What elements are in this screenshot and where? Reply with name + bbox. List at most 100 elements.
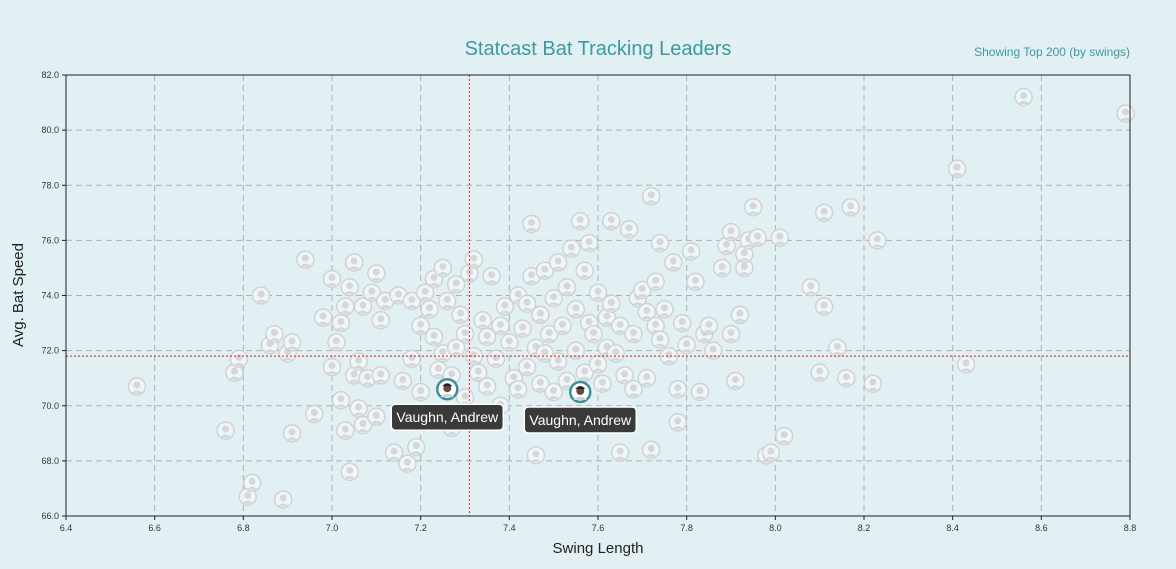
player-point[interactable]: [610, 316, 630, 336]
player-point[interactable]: [495, 297, 515, 316]
player-point[interactable]: [863, 374, 883, 393]
player-point[interactable]: [362, 283, 382, 302]
player-point[interactable]: [1014, 87, 1033, 107]
player-point[interactable]: [690, 382, 710, 402]
player-point[interactable]: [406, 437, 426, 457]
player-point[interactable]: [282, 333, 302, 352]
player-point[interactable]: [801, 277, 821, 297]
player-point[interactable]: [371, 366, 391, 385]
player-point[interactable]: [508, 379, 528, 399]
player-point[interactable]: [624, 324, 643, 344]
player-point[interactable]: [522, 214, 541, 234]
player-point[interactable]: [344, 253, 364, 272]
player-point[interactable]: [393, 371, 413, 391]
player-point[interactable]: [531, 305, 550, 325]
player-point[interactable]: [433, 258, 453, 278]
player-point[interactable]: [513, 319, 532, 338]
player-point[interactable]: [650, 233, 670, 253]
player-point[interactable]: [446, 338, 466, 358]
player-point[interactable]: [664, 253, 683, 272]
player-point[interactable]: [402, 291, 422, 311]
player-point[interactable]: [704, 341, 723, 360]
player-point[interactable]: [535, 344, 555, 363]
player-point[interactable]: [398, 454, 417, 473]
player-point[interactable]: [668, 379, 688, 399]
player-point[interactable]: [748, 228, 767, 247]
player-point[interactable]: [438, 291, 457, 311]
player-point[interactable]: [726, 371, 745, 391]
player-point[interactable]: [296, 250, 315, 269]
player-point[interactable]: [814, 203, 834, 223]
player-point[interactable]: [668, 413, 688, 432]
player-point[interactable]: [610, 443, 630, 462]
player-point[interactable]: [562, 239, 581, 258]
player-point[interactable]: [464, 250, 484, 269]
player-point[interactable]: [743, 198, 763, 217]
player-point[interactable]: [500, 333, 519, 352]
player-point[interactable]: [353, 415, 373, 435]
player-point[interactable]: [517, 294, 537, 314]
player-point[interactable]: [810, 363, 829, 382]
player-point[interactable]: [677, 335, 696, 355]
player-point[interactable]: [544, 289, 563, 308]
player-point[interactable]: [411, 316, 430, 336]
player-point[interactable]: [415, 283, 435, 302]
player-point[interactable]: [650, 330, 670, 349]
player-point[interactable]: [242, 473, 262, 493]
player-point[interactable]: [402, 349, 422, 369]
player-point[interactable]: [837, 368, 856, 388]
player-point[interactable]: [637, 302, 657, 322]
player-point[interactable]: [367, 407, 386, 427]
player-point[interactable]: [615, 366, 634, 385]
player-point[interactable]: [473, 311, 492, 330]
player-point[interactable]: [730, 305, 750, 325]
player-point[interactable]: [340, 277, 359, 297]
player-point[interactable]: [265, 324, 284, 344]
player-point[interactable]: [353, 297, 373, 316]
player-point[interactable]: [641, 440, 661, 460]
player-point[interactable]: [517, 357, 537, 377]
player-point[interactable]: [641, 187, 661, 206]
player-point[interactable]: [571, 211, 590, 231]
player-point[interactable]: [305, 404, 324, 424]
player-point[interactable]: [424, 327, 444, 347]
player-point[interactable]: [526, 446, 546, 465]
player-point[interactable]: [539, 324, 559, 344]
player-point[interactable]: [557, 371, 577, 391]
player-point[interactable]: [313, 308, 333, 327]
player-point[interactable]: [602, 211, 621, 231]
player-point[interactable]: [575, 363, 594, 382]
player-point[interactable]: [548, 352, 568, 371]
player-point[interactable]: [216, 421, 235, 440]
player-point[interactable]: [322, 269, 342, 289]
player-point[interactable]: [477, 377, 497, 396]
player-point[interactable]: [451, 305, 470, 325]
player-point[interactable]: [557, 277, 577, 297]
player-point[interactable]: [761, 443, 781, 462]
player-point[interactable]: [282, 424, 302, 443]
player-point[interactable]: [721, 222, 741, 242]
player-point[interactable]: [336, 297, 355, 316]
player-point[interactable]: [655, 300, 674, 319]
player-point[interactable]: [371, 311, 391, 330]
player-point[interactable]: [420, 300, 439, 319]
player-point[interactable]: [681, 242, 701, 261]
player-point[interactable]: [349, 399, 368, 418]
highlighted-player-point[interactable]: [436, 377, 459, 401]
player-point[interactable]: [593, 374, 612, 393]
player-point[interactable]: [349, 352, 368, 371]
player-point[interactable]: [486, 349, 506, 369]
player-point[interactable]: [455, 324, 475, 344]
player-point[interactable]: [868, 231, 887, 250]
player-point[interactable]: [770, 228, 790, 247]
player-point[interactable]: [367, 264, 386, 283]
player-point[interactable]: [841, 198, 860, 217]
player-point[interactable]: [588, 283, 608, 302]
player-point[interactable]: [331, 313, 351, 333]
player-point[interactable]: [686, 272, 705, 291]
highlighted-player-point[interactable]: [569, 380, 592, 404]
player-point[interactable]: [322, 357, 342, 377]
player-point[interactable]: [273, 490, 293, 509]
player-point[interactable]: [544, 382, 563, 402]
player-point[interactable]: [624, 379, 643, 399]
